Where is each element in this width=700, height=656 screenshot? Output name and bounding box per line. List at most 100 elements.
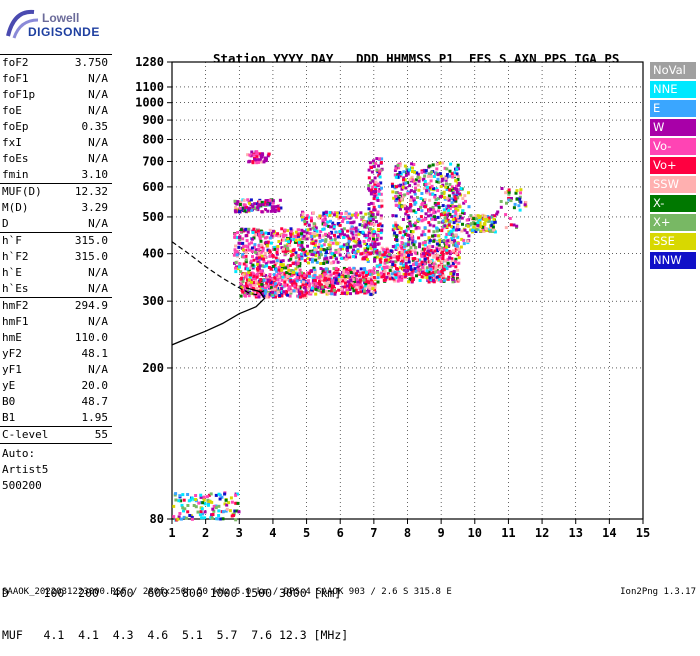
echo-pixel <box>451 262 455 265</box>
echo-pixel <box>252 152 256 156</box>
echo-pixel <box>457 183 461 187</box>
echo-pixel <box>447 244 450 248</box>
echo-pixel <box>294 240 298 244</box>
echo-pixel <box>290 274 294 277</box>
echo-pixel <box>427 260 431 264</box>
echo-pixel <box>398 164 402 168</box>
echo-pixel <box>261 232 265 236</box>
echo-pixel <box>310 257 314 261</box>
echo-pixel <box>243 272 247 276</box>
echo-pixel <box>312 222 316 226</box>
echo-pixel <box>320 244 324 248</box>
echo-pixel <box>248 159 252 163</box>
echo-pixel <box>256 205 260 209</box>
echo-pixel <box>352 266 356 270</box>
echo-pixel <box>374 188 377 192</box>
legend-nne: NNE <box>650 81 696 98</box>
echo-pixel <box>367 220 370 224</box>
echo-pixel <box>363 223 367 227</box>
echo-pixel <box>351 227 355 231</box>
echo-pixel <box>406 181 410 185</box>
echo-pixel <box>238 210 242 214</box>
echo-pixel <box>278 276 282 279</box>
echo-pixel <box>320 274 324 278</box>
echo-pixel <box>190 496 194 500</box>
echo-pixel <box>361 275 365 279</box>
echo-pixel <box>456 235 460 239</box>
echo-pixel <box>276 274 280 278</box>
echo-pixel <box>260 257 264 261</box>
echo-pixel <box>313 250 317 254</box>
echo-pixel <box>257 253 261 257</box>
echo-pixel <box>507 196 511 200</box>
echo-pixel <box>294 267 298 271</box>
echo-pixel <box>462 242 466 246</box>
echo-pixel <box>454 252 458 256</box>
echo-pixel <box>251 205 255 209</box>
echo-pixel <box>452 199 456 203</box>
echo-pixel <box>428 186 431 190</box>
param-value: 315.0 <box>74 234 108 247</box>
param-name: hmE <box>2 331 22 344</box>
echo-pixel <box>261 247 265 251</box>
echo-pixel <box>361 251 365 255</box>
echo-pixel <box>319 285 323 289</box>
echo-pixel <box>400 275 404 279</box>
x-tick-label: 8 <box>404 526 411 540</box>
auto-version: 500200 <box>2 479 42 492</box>
echo-pixel <box>202 495 206 499</box>
echo-pixel <box>272 260 276 264</box>
echo-pixel <box>255 150 259 154</box>
echo-pixel <box>455 167 459 171</box>
echo-pixel <box>258 202 262 206</box>
echo-pixel <box>303 222 307 226</box>
echo-pixel <box>379 168 383 172</box>
echo-pixel <box>299 277 303 281</box>
echo-pixel <box>383 279 387 283</box>
echo-pixel <box>378 263 382 267</box>
echo-pixel <box>293 240 297 244</box>
echo-pixel <box>258 158 262 162</box>
echo-pixel <box>265 201 269 205</box>
echo-pixel <box>373 259 377 263</box>
echo-pixel <box>423 174 427 178</box>
echo-pixel <box>475 228 479 232</box>
echo-pixel <box>450 250 454 254</box>
echo-pixel <box>298 292 302 296</box>
echo-pixel <box>421 266 425 269</box>
echo-pixel <box>279 286 283 290</box>
echo-pixel <box>260 254 264 258</box>
echo-pixel <box>492 228 496 232</box>
echo-pixel <box>210 516 214 520</box>
echo-pixel <box>355 243 359 247</box>
echo-pixel <box>387 258 391 262</box>
echo-traces <box>172 150 528 522</box>
echo-pixel <box>333 238 337 242</box>
echo-pixel <box>423 262 427 266</box>
echo-pixel <box>294 239 298 242</box>
echo-pixel <box>346 234 349 238</box>
echo-pixel <box>356 283 360 287</box>
echo-pixel <box>363 281 367 285</box>
echo-pixel <box>432 230 436 234</box>
echo-pixel <box>370 270 374 274</box>
echo-pixel <box>383 279 387 283</box>
echo-pixel <box>443 258 447 262</box>
echo-pixel <box>267 152 271 156</box>
echo-pixel <box>400 256 403 260</box>
echo-pixel <box>301 283 305 287</box>
echo-pixel <box>353 244 357 248</box>
echo-pixel <box>297 289 301 293</box>
echo-pixel <box>315 233 319 237</box>
echo-pixel <box>401 198 404 202</box>
echo-pixel <box>300 213 304 217</box>
echo-pixel <box>435 257 439 261</box>
echo-pixel <box>321 285 325 289</box>
echo-pixel <box>272 207 275 210</box>
echo-pixel <box>277 240 281 243</box>
echo-pixel <box>233 248 237 252</box>
echo-pixel <box>271 208 275 212</box>
echo-pixel <box>454 244 458 247</box>
echo-pixel <box>278 234 282 238</box>
echo-pixel <box>243 209 247 213</box>
